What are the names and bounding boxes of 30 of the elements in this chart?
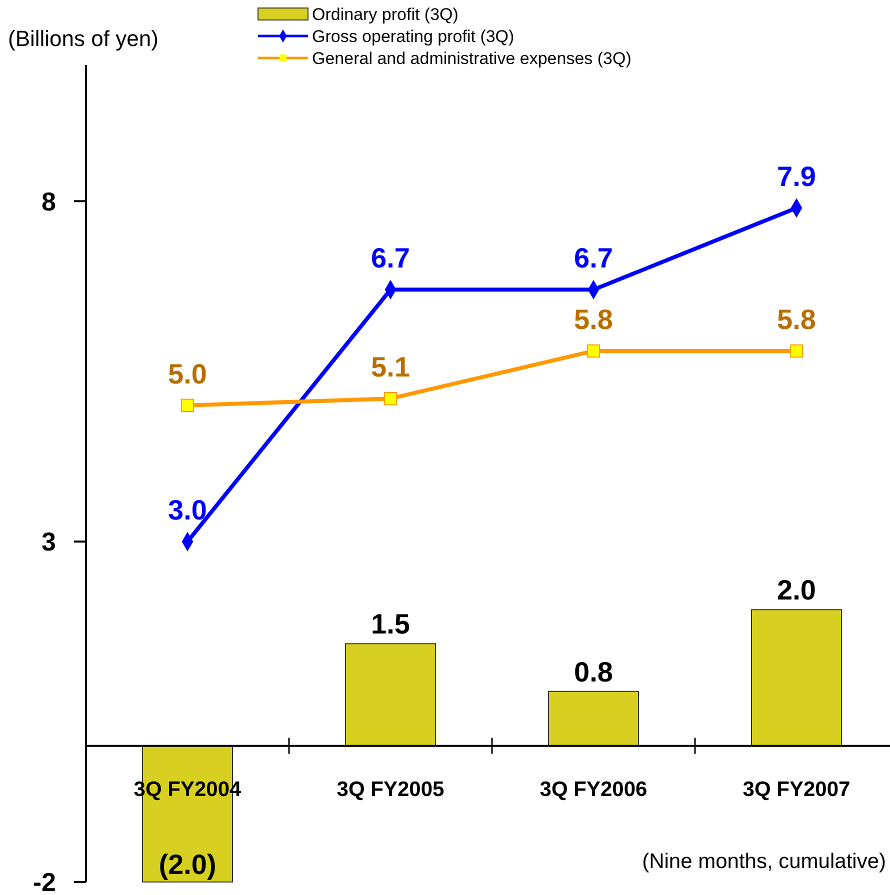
data-label: 5.8 — [574, 304, 613, 335]
x-tick-label: 3Q FY2006 — [540, 778, 648, 801]
data-label: (2.0) — [158, 849, 216, 880]
data-label: 6.7 — [371, 242, 410, 274]
legend-label: Gross operating profit (3Q) — [312, 27, 514, 46]
point — [586, 344, 600, 358]
data-label: 3.0 — [168, 494, 207, 526]
point — [384, 392, 398, 406]
y-tick-label: 3 — [42, 526, 56, 557]
data-label: 7.9 — [777, 160, 816, 192]
legend-label: General and administrative expenses (3Q) — [312, 49, 632, 68]
x-tick-label: 3Q FY2007 — [742, 778, 850, 801]
bar — [548, 690, 639, 746]
y-tick-label: -2 — [32, 867, 56, 895]
bar — [751, 609, 842, 746]
point — [180, 398, 194, 412]
data-label: 5.0 — [168, 358, 207, 390]
x-tick-label: 3Q FY2005 — [336, 778, 445, 801]
data-label: 2.0 — [777, 574, 816, 606]
y-tick-label: 8 — [42, 186, 56, 216]
data-label: 6.7 — [574, 242, 613, 274]
legend-label: Ordinary profit (3Q) — [312, 5, 458, 24]
data-label: 5.8 — [777, 304, 816, 335]
bar — [345, 643, 436, 746]
annotation: (Nine months, cumulative) — [642, 850, 886, 873]
y-axis-title: (Billions of yen) — [8, 26, 158, 51]
data-label: 0.8 — [574, 656, 613, 688]
point — [790, 344, 804, 358]
data-label: 1.5 — [371, 608, 410, 640]
data-label: 5.1 — [371, 352, 410, 383]
